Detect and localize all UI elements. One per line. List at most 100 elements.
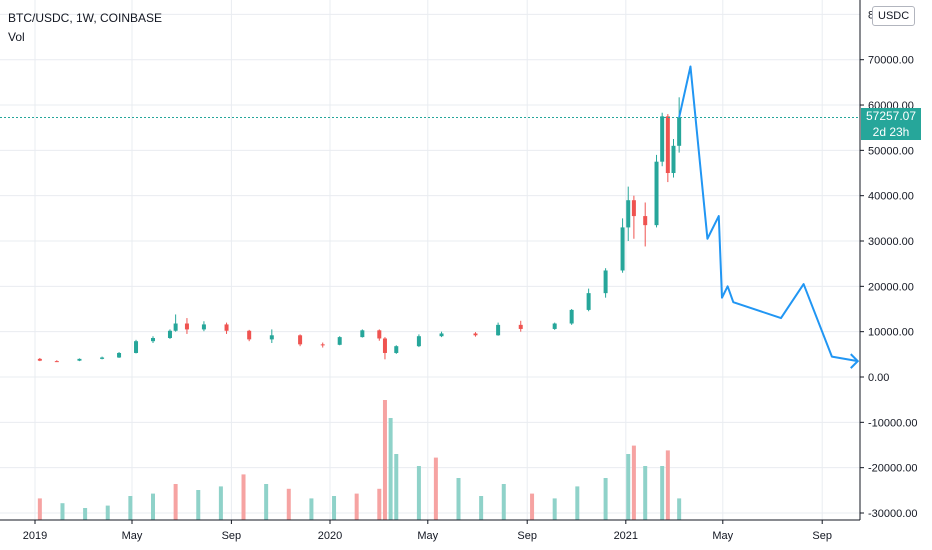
volume-bar xyxy=(433,457,438,520)
candle xyxy=(626,186,631,242)
volume-bar xyxy=(660,466,665,520)
candles xyxy=(37,97,682,363)
candle xyxy=(496,322,501,336)
candle xyxy=(184,318,189,334)
volume-indicator-label[interactable]: Vol xyxy=(8,30,25,44)
candle xyxy=(518,320,523,332)
y-tick-label: 40000.00 xyxy=(868,191,914,203)
candle xyxy=(377,329,382,341)
volume-bar xyxy=(241,474,246,520)
volume-bar xyxy=(530,493,535,520)
candle xyxy=(416,334,421,348)
volume-bar xyxy=(83,508,88,520)
y-tick-label: 70000.00 xyxy=(868,55,914,67)
candle xyxy=(37,357,42,362)
price-axis[interactable]: 70000.0060000.0050000.0040000.0030000.00… xyxy=(860,9,918,520)
x-tick-label: Sep xyxy=(517,530,537,542)
volume-bar xyxy=(575,486,580,520)
candle xyxy=(134,339,139,354)
x-tick-label: 2020 xyxy=(318,530,342,542)
volume-bar xyxy=(332,496,337,520)
projection-line xyxy=(678,65,858,363)
volume-bar xyxy=(677,498,682,520)
candle xyxy=(337,336,342,346)
candle xyxy=(224,322,229,334)
candle xyxy=(167,329,172,339)
y-tick-label: -10000.00 xyxy=(868,417,918,429)
volume-bar xyxy=(643,466,648,520)
x-tick-label: May xyxy=(122,530,143,542)
volume-bar xyxy=(394,454,399,520)
candle xyxy=(100,356,105,360)
symbol-title[interactable]: BTC/USDC, 1W, COINBASE xyxy=(8,11,163,25)
y-tick-label: 50000.00 xyxy=(868,145,914,157)
y-tick-label: 30000.00 xyxy=(868,236,914,248)
y-tick-label: -30000.00 xyxy=(868,508,918,520)
volume-bar xyxy=(626,454,631,520)
y-tick-label: -20000.00 xyxy=(868,463,918,475)
candle xyxy=(665,114,670,183)
volume-bar xyxy=(552,498,557,520)
candle xyxy=(394,345,399,354)
volume-bar xyxy=(665,450,670,520)
volume-bar xyxy=(354,493,359,520)
x-tick-label: May xyxy=(712,530,733,542)
candle xyxy=(117,352,122,358)
candle xyxy=(586,288,591,312)
x-tick-label: Sep xyxy=(812,530,832,542)
candle xyxy=(382,337,387,360)
candle xyxy=(552,322,557,330)
grid-lines xyxy=(0,0,860,520)
candle xyxy=(643,202,648,247)
volume-bar xyxy=(456,478,461,520)
candle xyxy=(201,321,206,332)
candle xyxy=(671,139,676,178)
candle xyxy=(569,309,574,325)
candle xyxy=(439,331,444,338)
volume-bar xyxy=(603,478,608,520)
volume-bar xyxy=(196,490,201,520)
volume-bar xyxy=(264,484,269,520)
candle xyxy=(620,218,625,273)
time-axis[interactable]: 2019 May Sep 2020 May Sep 2021 May Sep xyxy=(23,520,832,542)
candle xyxy=(298,334,303,347)
volume-bar xyxy=(218,486,223,520)
y-tick-label: 0.00 xyxy=(868,372,889,384)
volume-bar xyxy=(128,496,133,520)
y-tick-label: 10000.00 xyxy=(868,327,914,339)
candle xyxy=(151,336,155,344)
last-price-badge: 57257.07 2d 23h xyxy=(861,108,921,140)
candle xyxy=(677,97,682,153)
x-tick-label: 2021 xyxy=(614,530,638,542)
candle xyxy=(77,358,82,362)
candle xyxy=(473,332,478,337)
volume-bar xyxy=(151,493,155,520)
volume-bar xyxy=(377,488,382,520)
volume-bar xyxy=(309,498,314,520)
currency-badge[interactable]: USDC xyxy=(872,6,916,26)
volume-bar xyxy=(388,418,393,520)
x-tick-label: Sep xyxy=(222,530,242,542)
volume-bar xyxy=(416,466,421,520)
volume-bars xyxy=(37,400,682,520)
projection-arrowhead xyxy=(850,353,860,369)
candle xyxy=(603,268,608,298)
candle xyxy=(654,154,659,228)
bar-countdown: 2d 23h xyxy=(872,125,910,139)
volume-bar xyxy=(479,496,484,520)
x-tick-label: May xyxy=(417,530,438,542)
volume-bar xyxy=(286,488,291,520)
candle xyxy=(54,360,59,363)
volume-bar xyxy=(37,498,42,520)
candle xyxy=(631,195,636,239)
x-tick-label: 2019 xyxy=(23,530,47,542)
volume-bar xyxy=(173,484,178,520)
volume-bar xyxy=(105,505,110,520)
projection xyxy=(678,65,860,369)
candle xyxy=(320,342,325,348)
y-tick-label: 20000.00 xyxy=(868,281,914,293)
volume-bar xyxy=(382,400,387,520)
last-price-value: 57257.07 xyxy=(865,109,917,123)
volume-bar xyxy=(60,503,65,520)
